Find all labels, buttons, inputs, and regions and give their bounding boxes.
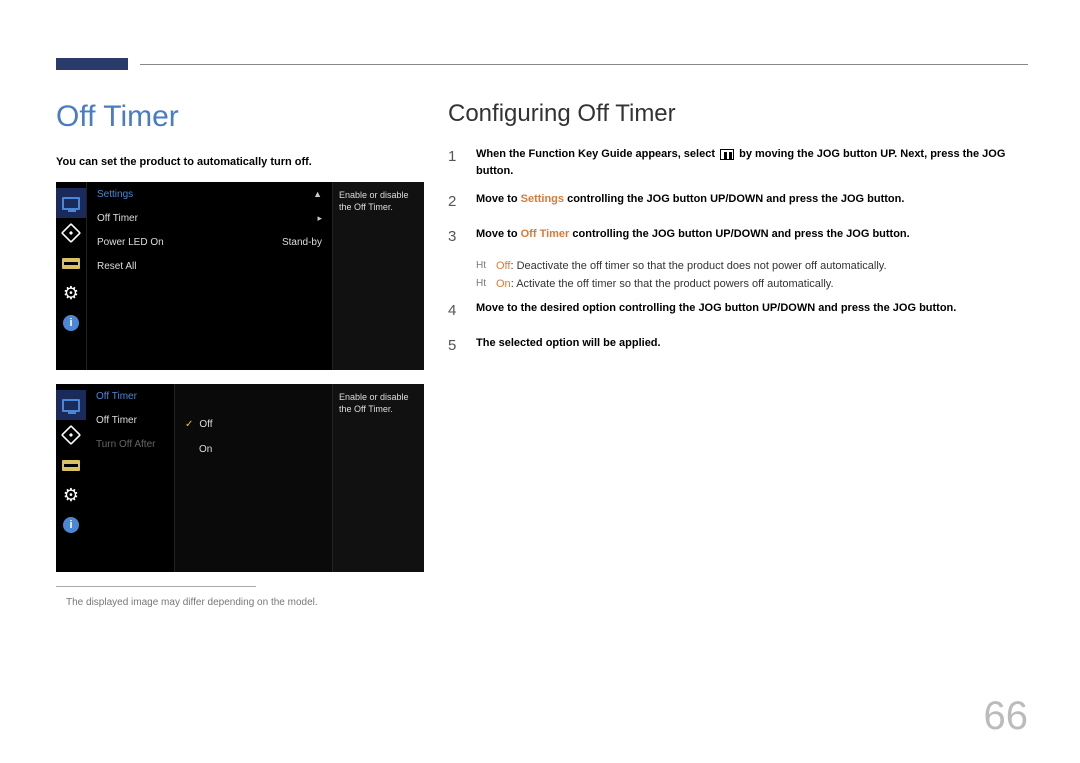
target-icon <box>56 218 86 248</box>
step-highlight: Off Timer <box>521 228 570 240</box>
osd-main: Off Timer Off Timer Turn Off After <box>86 384 174 572</box>
osd-title-row: Off Timer <box>86 384 174 408</box>
osd-item-label: Off Timer <box>97 213 138 224</box>
step-1: 1 When the Function Key Guide appears, s… <box>448 146 1028 179</box>
sub-option-label: Off <box>199 419 212 430</box>
step-3: 3 Move to Off Timer controlling the JOG … <box>448 226 1028 249</box>
footnote-text: The displayed image may differ depending… <box>56 597 426 608</box>
osd-item-value: Stand-by <box>282 237 322 248</box>
arrow-right-icon: ▸ <box>317 213 322 224</box>
osd-description: Enable or disable the Off Timer. <box>332 182 424 370</box>
step-number: 3 <box>448 226 462 249</box>
osd-sidebar: ⚙ i <box>56 182 86 370</box>
osd-settings-panel: ⚙ i Settings ▲ Off Timer ▸ Power LED On … <box>56 182 424 370</box>
step-number: 5 <box>448 335 462 358</box>
check-icon: ✓ <box>185 419 193 430</box>
header-line <box>140 64 1028 65</box>
footnote-rule <box>56 586 256 587</box>
header-rule <box>56 58 1028 70</box>
osd-description: Enable or disable the Off Timer. <box>332 384 424 572</box>
page-number: 66 <box>984 694 1029 739</box>
step-body: The selected option will be applied. <box>476 335 1028 358</box>
target-icon <box>56 420 86 450</box>
bullet-on: Ht On: Activate the off timer so that th… <box>476 278 1028 290</box>
sub-option-label: On <box>199 444 212 455</box>
gear-icon: ⚙ <box>56 480 86 510</box>
bullet-text: Off: Deactivate the off timer so that th… <box>496 260 887 272</box>
step-text: Move to <box>476 193 521 205</box>
info-icon: i <box>56 510 86 540</box>
step-text: controlling the JOG button UP/DOWN and p… <box>564 193 904 205</box>
bullet-text: On: Activate the off timer so that the p… <box>496 278 834 290</box>
step-text: When the Function Key Guide appears, sel… <box>476 148 718 160</box>
osd-item-turnoffafter: Turn Off After <box>86 432 174 456</box>
right-column: Configuring Off Timer 1 When the Functio… <box>448 100 1028 608</box>
bullet-body: : Activate the off timer so that the pro… <box>511 278 834 290</box>
osd-sidebar: ⚙ i <box>56 384 86 572</box>
bullet-body: : Deactivate the off timer so that the p… <box>510 260 886 272</box>
bullet-off: Ht Off: Deactivate the off timer so that… <box>476 260 1028 272</box>
bullets: Ht Off: Deactivate the off timer so that… <box>476 260 1028 290</box>
sub-option-off: ✓ Off <box>175 412 332 437</box>
step-number: 4 <box>448 300 462 323</box>
osd-item-offtimer: Off Timer <box>86 408 174 432</box>
step-body: Move to the desired option controlling t… <box>476 300 1028 323</box>
section-title: Configuring Off Timer <box>448 100 1028 128</box>
osd-menu-title: Settings <box>97 189 133 200</box>
osd-title-row: Settings ▲ <box>87 182 332 206</box>
bullet-mark: Ht <box>476 260 486 272</box>
osd-menu-title: Off Timer <box>96 391 137 402</box>
osd-item-label: Reset All <box>97 261 136 272</box>
step-4: 4 Move to the desired option controlling… <box>448 300 1028 323</box>
osd-item-resetall: Reset All <box>87 254 332 278</box>
step-2: 2 Move to Settings controlling the JOG b… <box>448 191 1028 214</box>
osd-main: Settings ▲ Off Timer ▸ Power LED On Stan… <box>86 182 332 370</box>
osd-subpanel: ✓ Off On <box>174 384 332 572</box>
osd-item-powerled: Power LED On Stand-by <box>87 230 332 254</box>
osd-item-label: Off Timer <box>96 415 137 426</box>
osd-offtimer-panel: ⚙ i Off Timer Off Timer Turn Off After <box>56 384 424 572</box>
step-body: Move to Settings controlling the JOG but… <box>476 191 1028 214</box>
step-highlight: Settings <box>521 193 564 205</box>
osd-item-label: Power LED On <box>97 237 164 248</box>
osd-item-label: Turn Off After <box>96 439 155 450</box>
step-number: 1 <box>448 146 462 179</box>
sub-option-on: On <box>175 437 332 462</box>
bullet-mark: Ht <box>476 278 486 290</box>
info-icon: i <box>56 308 86 338</box>
display-icon <box>56 248 86 278</box>
menu-box-icon <box>720 149 734 160</box>
bullet-highlight: Off <box>496 260 510 272</box>
page-title: Off Timer <box>56 100 426 134</box>
gear-icon: ⚙ <box>56 278 86 308</box>
step-5: 5 The selected option will be applied. <box>448 335 1028 358</box>
step-text: controlling the JOG button UP/DOWN and p… <box>569 228 909 240</box>
display-icon <box>56 450 86 480</box>
bullet-highlight: On <box>496 278 511 290</box>
osd-item-offtimer: Off Timer ▸ <box>87 206 332 230</box>
left-column: Off Timer You can set the product to aut… <box>56 100 426 608</box>
arrow-up-icon: ▲ <box>313 189 322 199</box>
monitor-icon <box>56 188 86 218</box>
step-body: Move to Off Timer controlling the JOG bu… <box>476 226 1028 249</box>
step-number: 2 <box>448 191 462 214</box>
step-body: When the Function Key Guide appears, sel… <box>476 146 1028 179</box>
header-accent <box>56 58 128 70</box>
step-text: Move to <box>476 228 521 240</box>
monitor-icon <box>56 390 86 420</box>
intro-text: You can set the product to automatically… <box>56 156 426 168</box>
